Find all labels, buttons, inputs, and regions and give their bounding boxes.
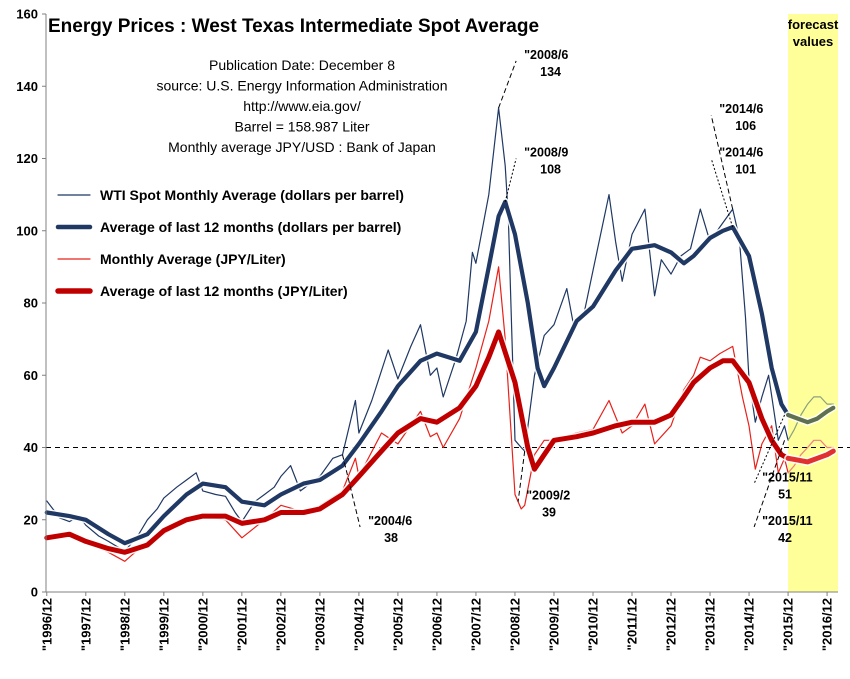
series-line-7	[785, 448, 836, 465]
annotation-label-7: "2015/11	[762, 514, 812, 528]
axis-layer: 0 20 40 60 80 100 120 140 160 "1996/12 "1997/12 "19…	[16, 7, 838, 651]
series-line-4	[787, 396, 834, 441]
forecast-label-line: forecast	[788, 17, 839, 32]
y-tick-label: 80	[24, 296, 38, 311]
x-tick-label: "2004/12	[351, 598, 366, 651]
x-tick-label: "1997/12	[78, 598, 93, 651]
annotation-label-0: "2008/6	[524, 48, 568, 62]
annotation-label-6: 51	[778, 488, 792, 502]
series-line-6	[787, 439, 834, 474]
info-line-1: source: U.S. Energy Information Administ…	[156, 78, 447, 94]
annotation-label-4: 38	[384, 531, 398, 545]
info-line-3: Barrel = 158.987 Liter	[234, 119, 369, 135]
annotation-label-5: 39	[542, 506, 556, 520]
series-line-2	[46, 266, 789, 562]
x-tick-label: "2000/12	[195, 598, 210, 651]
legend-label-3: Average of last 12 months (JPY/Liter)	[100, 283, 348, 299]
info-line-0: Publication Date: December 8	[209, 57, 395, 73]
series-line-0	[46, 107, 789, 552]
x-tick-label: "2006/12	[429, 598, 444, 651]
series-layer	[42, 107, 838, 562]
legend-label-0: WTI Spot Monthly Average (dollars per ba…	[100, 187, 404, 203]
x-tick-label: "2013/12	[703, 598, 718, 651]
x-tick-label: "2016/12	[820, 598, 835, 651]
forecast-label-line: values	[793, 34, 833, 49]
y-tick-label: 40	[24, 440, 38, 455]
info-line-2: http://www.eia.gov/	[243, 98, 361, 114]
x-tick-label: "2010/12	[585, 598, 600, 651]
annotation-label-3: 101	[735, 163, 756, 177]
info-line-4: Monthly average JPY/USD : Bank of Japan	[168, 139, 436, 155]
legend: WTI Spot Monthly Average (dollars per ba…	[55, 187, 404, 299]
forecast-label: forecast values	[788, 17, 839, 49]
x-tick-label: "1999/12	[156, 598, 171, 651]
annotation-leader-1	[504, 158, 517, 202]
annotation-label-7: 42	[778, 531, 792, 545]
annotation-label-4: "2004/6	[368, 514, 412, 528]
x-tick-label: "1998/12	[117, 598, 132, 651]
annotation-label-5: "2009/2	[526, 489, 570, 503]
info-block: Publication Date: December 8 source: U.S.…	[156, 57, 447, 155]
series-line-5	[786, 405, 836, 425]
annotation-leader-7	[753, 440, 786, 528]
y-tick-label: 60	[24, 368, 38, 383]
forecast-region	[788, 14, 838, 592]
y-tick-label: 140	[16, 79, 38, 94]
annotation-label-3: "2014/6	[719, 146, 763, 160]
y-tick-label: 0	[31, 585, 38, 600]
annotation-leader-6	[753, 414, 786, 484]
x-tick-label: "2002/12	[273, 598, 288, 651]
x-tick-label: "2011/12	[625, 598, 640, 650]
annotation-leader-5	[517, 451, 526, 502]
x-tick-label: "2009/12	[546, 598, 561, 651]
x-tick-label: "2005/12	[390, 598, 405, 651]
x-tick-label: "2001/12	[234, 598, 249, 651]
x-tick-label: "2015/12	[781, 598, 796, 651]
y-tick-label: 20	[24, 512, 38, 527]
y-tick-label: 160	[16, 7, 38, 22]
annotation-label-1: 108	[540, 163, 561, 177]
annotation-leader-4	[342, 454, 361, 528]
legend-label-2: Monthly Average (JPY/Liter)	[100, 251, 286, 267]
x-tick-label: "2014/12	[742, 598, 757, 651]
series-line-3	[44, 329, 791, 555]
annotation-label-2: "2014/6	[719, 102, 763, 116]
annotation-label-0: 134	[540, 65, 561, 79]
annotation-leader-2	[710, 115, 734, 210]
series-line-1	[44, 199, 791, 546]
x-tick-label: "2007/12	[468, 598, 483, 651]
x-tick-label: "1996/12	[39, 598, 54, 651]
x-tick-label: "2012/12	[664, 598, 679, 651]
annotation-label-1: "2008/9	[524, 146, 568, 160]
annotation-layer: "2008/6 134 "2008/9 108 "2014/6 106 "2014/6 101…	[342, 48, 813, 545]
y-tick-label: 120	[16, 151, 38, 166]
annotation-leader-0	[498, 60, 517, 109]
annotation-label-2: 106	[735, 119, 756, 133]
x-tick-label: "2008/12	[507, 598, 522, 651]
legend-label-1: Average of last 12 months (dollars per b…	[100, 219, 401, 235]
annotation-label-6: "2015/11	[762, 471, 812, 485]
y-tick-label: 100	[16, 223, 38, 238]
chart-title: Energy Prices : West Texas Intermediate …	[48, 16, 539, 37]
x-tick-label: "2003/12	[312, 598, 327, 651]
